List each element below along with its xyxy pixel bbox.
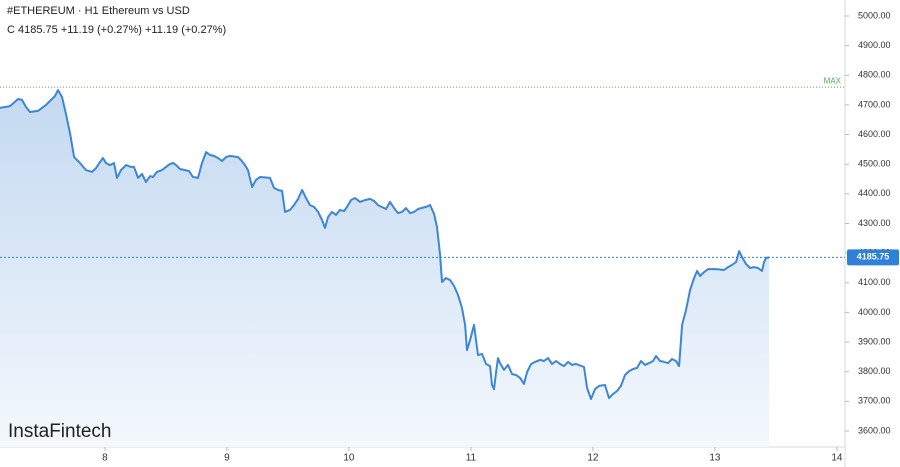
x-tick-label: 14 bbox=[831, 453, 843, 464]
x-tick-label: 13 bbox=[709, 453, 721, 464]
x-tick-label: 8 bbox=[102, 453, 108, 464]
y-tick-label: 4300.00 bbox=[858, 218, 891, 228]
area-fill bbox=[0, 90, 770, 447]
y-tick-label: 4400.00 bbox=[858, 188, 891, 198]
y-tick-label: 3800.00 bbox=[858, 366, 891, 376]
y-tick-label: 4600.00 bbox=[858, 129, 891, 139]
y-tick-label: 3600.00 bbox=[858, 425, 891, 435]
max-label: MAX bbox=[824, 76, 842, 85]
y-tick-label: 3700.00 bbox=[858, 396, 891, 406]
price-line bbox=[0, 89, 770, 400]
plot bbox=[0, 89, 770, 447]
last-price-label: 4185.75 bbox=[857, 252, 890, 262]
last-price-box bbox=[847, 249, 899, 266]
chart-subtitle: C 4185.75 +11.19 (+0.27%) +11.19 (+0.27%… bbox=[7, 24, 226, 36]
x-tick-label: 12 bbox=[587, 453, 599, 464]
y-tick-label: 3900.00 bbox=[858, 336, 891, 346]
x-tick-label: 9 bbox=[224, 453, 230, 464]
y-tick-label: 4900.00 bbox=[858, 40, 891, 50]
y-tick-label: 4800.00 bbox=[858, 70, 891, 80]
y-tick-label: 4100.00 bbox=[858, 277, 891, 287]
watermark: InstaFintech bbox=[8, 421, 112, 442]
chart-title: #ETHEREUM · H1 Ethereum vs USD bbox=[7, 5, 190, 17]
y-tick-label: 5000.00 bbox=[858, 10, 891, 20]
y-tick-label: 4000.00 bbox=[858, 307, 891, 317]
y-tick-label: 4500.00 bbox=[858, 159, 891, 169]
x-tick-label: 10 bbox=[343, 453, 355, 464]
x-tick-label: 11 bbox=[466, 453, 477, 464]
y-tick-label: 4700.00 bbox=[858, 99, 891, 109]
